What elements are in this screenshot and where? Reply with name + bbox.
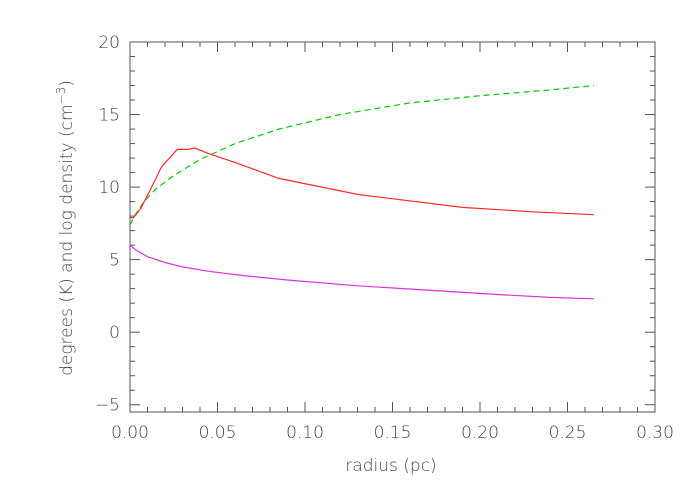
series-line-3	[129, 244, 594, 300]
y-tick-label: 15	[98, 106, 120, 126]
y-tick-label: 20	[98, 33, 120, 53]
plot-frame	[129, 41, 656, 413]
y-axis-label-main: degrees (K) and log density (cm	[57, 104, 77, 375]
y-axis-label: degrees (K) and log density (cm−3)	[54, 80, 77, 376]
y-tick-label: 0	[109, 323, 120, 343]
y-axis-label-close: )	[57, 80, 77, 87]
x-tick-label: 0.30	[636, 423, 674, 443]
x-tick-label: 0.00	[111, 423, 149, 443]
y-tick-label: −5	[95, 396, 120, 416]
x-tick-label: 0.15	[374, 423, 412, 443]
y-tick-label: 10	[98, 178, 120, 198]
series-line-2	[130, 147, 594, 219]
series-line-1	[129, 84, 594, 226]
y-axis-label-superscript: −3	[54, 87, 68, 105]
y-tick-label: 5	[109, 251, 120, 271]
x-tick-label: 0.25	[549, 423, 587, 443]
x-axis-label: radius (pc)	[345, 456, 436, 476]
x-tick-label: 0.05	[199, 423, 237, 443]
x-tick-label: 0.20	[461, 423, 499, 443]
x-tick-label: 0.10	[286, 423, 324, 443]
